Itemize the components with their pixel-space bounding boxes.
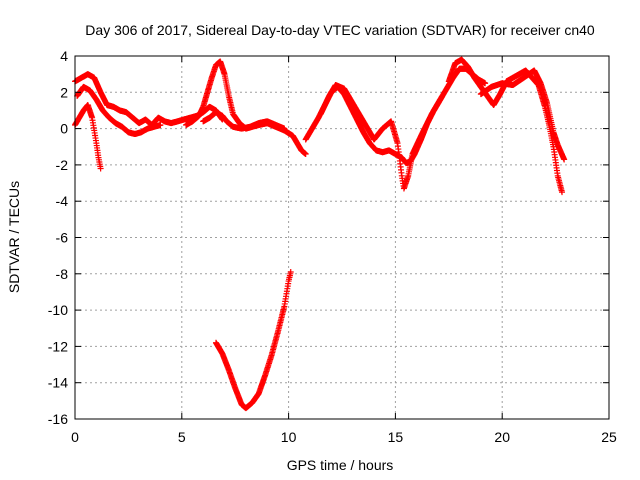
data-point bbox=[439, 92, 446, 99]
data-point bbox=[281, 125, 288, 132]
x-tick-label: 10 bbox=[281, 429, 297, 445]
series-sat-track-c bbox=[74, 83, 164, 138]
x-tick-label: 15 bbox=[388, 429, 404, 445]
series-sat-track-g bbox=[317, 82, 446, 192]
y-tick-label: -10 bbox=[48, 302, 68, 318]
y-tick-label: -8 bbox=[56, 266, 69, 282]
y-axis-title: SDTVAR / TECUs bbox=[6, 181, 22, 293]
series-sat-track-a bbox=[72, 71, 226, 128]
x-axis-title: GPS time / hours bbox=[287, 457, 394, 473]
x-tick-label: 20 bbox=[494, 429, 510, 445]
data-point bbox=[302, 151, 309, 158]
grid-layer bbox=[75, 56, 609, 419]
x-tick-label: 25 bbox=[601, 429, 617, 445]
data-point bbox=[287, 268, 294, 275]
y-tick-label: 0 bbox=[60, 121, 68, 137]
series-sat-track-e bbox=[200, 109, 288, 132]
data-point bbox=[561, 156, 568, 163]
series-sat-track-d bbox=[183, 58, 309, 158]
y-tick-label: -14 bbox=[48, 375, 68, 391]
y-tick-label: 4 bbox=[60, 48, 68, 64]
y-tick-label: -6 bbox=[56, 230, 69, 246]
x-tick-label: 5 bbox=[178, 429, 186, 445]
data-point bbox=[97, 165, 104, 172]
series-sat-track-f bbox=[302, 65, 489, 167]
y-tick-label: -4 bbox=[56, 193, 69, 209]
data-point bbox=[559, 189, 566, 196]
y-tick-label: -16 bbox=[48, 411, 68, 427]
x-tick-label: 0 bbox=[71, 429, 79, 445]
series-sat-track-i bbox=[477, 67, 568, 163]
points-layer bbox=[72, 56, 568, 412]
y-tick-label: -12 bbox=[48, 338, 68, 354]
y-tick-label: 2 bbox=[60, 84, 68, 100]
data-point bbox=[157, 121, 164, 128]
data-point bbox=[482, 80, 489, 87]
series-sat-track-b bbox=[72, 102, 104, 172]
chart-title: Day 306 of 2017, Sidereal Day-to-day VTE… bbox=[85, 22, 595, 38]
series-sat-track-h bbox=[445, 56, 566, 196]
series-sat-track-j bbox=[212, 268, 294, 412]
y-tick-label: -2 bbox=[56, 157, 69, 173]
